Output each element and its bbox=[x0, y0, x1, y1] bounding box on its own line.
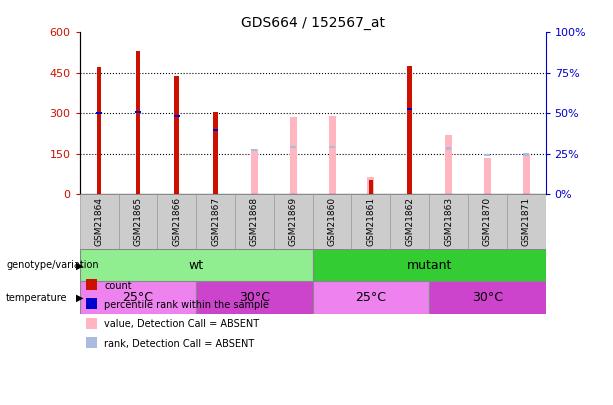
Text: value, Detection Call = ABSENT: value, Detection Call = ABSENT bbox=[104, 320, 259, 329]
Text: temperature: temperature bbox=[6, 293, 67, 303]
Text: GSM21864: GSM21864 bbox=[94, 197, 104, 246]
Text: GSM21861: GSM21861 bbox=[367, 197, 375, 246]
Bar bbox=[80, 194, 118, 249]
Bar bbox=[445, 135, 452, 194]
Bar bbox=[80, 249, 313, 281]
Text: ▶: ▶ bbox=[76, 260, 83, 270]
Text: percentile rank within the sample: percentile rank within the sample bbox=[104, 300, 269, 310]
Bar bbox=[135, 111, 141, 113]
Bar bbox=[429, 281, 546, 314]
Bar bbox=[313, 194, 351, 249]
Text: GSM21862: GSM21862 bbox=[405, 197, 414, 246]
Bar bbox=[291, 146, 296, 148]
Text: 25°C: 25°C bbox=[356, 291, 386, 304]
Bar bbox=[523, 154, 530, 194]
Bar bbox=[390, 194, 429, 249]
Bar bbox=[118, 194, 158, 249]
Bar bbox=[408, 66, 412, 194]
Bar bbox=[468, 194, 507, 249]
Bar bbox=[251, 149, 258, 194]
Text: wt: wt bbox=[189, 259, 204, 272]
Bar bbox=[196, 194, 235, 249]
Text: GSM21869: GSM21869 bbox=[289, 197, 298, 246]
Bar bbox=[407, 108, 413, 111]
Text: count: count bbox=[104, 281, 132, 290]
Bar bbox=[329, 116, 335, 194]
Text: mutant: mutant bbox=[406, 259, 452, 272]
Bar bbox=[274, 194, 313, 249]
Text: GSM21863: GSM21863 bbox=[444, 197, 453, 246]
Bar bbox=[290, 117, 297, 194]
Bar bbox=[313, 249, 546, 281]
Text: rank, Detection Call = ABSENT: rank, Detection Call = ABSENT bbox=[104, 339, 254, 349]
Bar bbox=[235, 194, 274, 249]
Bar bbox=[484, 158, 491, 194]
Bar bbox=[429, 194, 468, 249]
Bar bbox=[507, 194, 546, 249]
Bar bbox=[367, 177, 375, 194]
Bar bbox=[196, 281, 313, 314]
Text: GSM21867: GSM21867 bbox=[211, 197, 220, 246]
Title: GDS664 / 152567_at: GDS664 / 152567_at bbox=[241, 16, 384, 30]
Bar bbox=[313, 281, 429, 314]
Bar bbox=[96, 112, 102, 115]
Bar bbox=[368, 179, 373, 194]
Text: GSM21868: GSM21868 bbox=[250, 197, 259, 246]
Text: 30°C: 30°C bbox=[472, 291, 503, 304]
Text: GSM21860: GSM21860 bbox=[327, 197, 337, 246]
Bar bbox=[97, 68, 101, 194]
Text: ▶: ▶ bbox=[76, 293, 83, 303]
Text: GSM21870: GSM21870 bbox=[483, 197, 492, 246]
Bar bbox=[174, 115, 180, 117]
Bar bbox=[135, 51, 140, 194]
Bar bbox=[351, 194, 390, 249]
Text: 25°C: 25°C bbox=[123, 291, 153, 304]
Bar bbox=[484, 154, 490, 156]
Bar bbox=[446, 147, 451, 149]
Text: GSM21871: GSM21871 bbox=[522, 197, 531, 246]
Bar bbox=[175, 76, 179, 194]
Text: GSM21866: GSM21866 bbox=[172, 197, 181, 246]
Text: genotype/variation: genotype/variation bbox=[6, 260, 99, 270]
Text: GSM21865: GSM21865 bbox=[134, 197, 142, 246]
Text: 30°C: 30°C bbox=[239, 291, 270, 304]
Bar bbox=[80, 281, 196, 314]
Bar bbox=[213, 112, 218, 194]
Bar bbox=[329, 146, 335, 148]
Bar bbox=[524, 153, 529, 156]
Bar bbox=[158, 194, 196, 249]
Bar bbox=[213, 128, 218, 131]
Bar bbox=[251, 149, 257, 151]
